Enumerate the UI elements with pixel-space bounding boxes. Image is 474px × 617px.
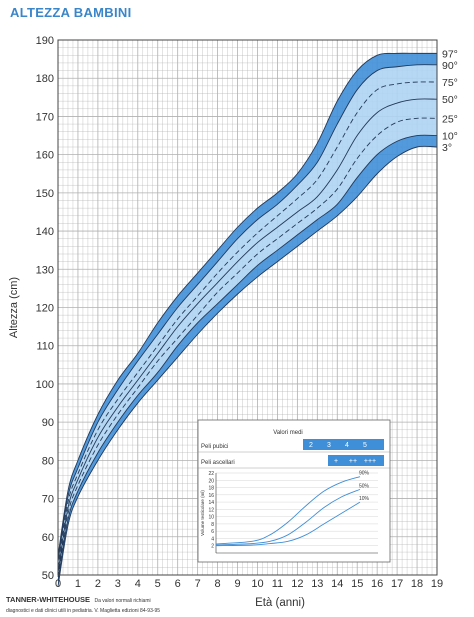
footer-note: Da valori normali richiami [94,598,151,604]
inset-row-value: + [334,458,338,465]
inset-row-value: 3 [327,442,331,449]
x-tick-label: 14 [331,578,343,590]
inset-series-line [215,501,361,547]
inset-chart: Valori medi Peli pubici 2 3 4 5 Peli ascellari… [197,419,391,563]
series-line-25° [57,117,438,577]
series-line-97° [57,52,437,556]
x-tick-label: 12 [291,578,303,590]
y-tick-label: 50 [42,570,54,582]
y-tick-label: 190 [36,35,54,47]
y-tick-label: 160 [36,150,54,162]
series-label: 50° [442,94,458,106]
series-label: 97° [442,48,458,60]
inset-series-line [215,488,361,546]
x-tick-label: 5 [155,578,161,590]
y-tick-label: 150 [36,188,54,200]
x-tick-label: 1 [75,578,81,590]
axes: 5060708090100110120130140150160170180190… [8,35,443,609]
y-tick-label: 140 [36,226,54,238]
series-label: 25° [442,113,458,125]
x-tick-label: 11 [272,578,283,590]
series-label: 90° [442,60,458,72]
x-tick-label: 6 [175,578,181,590]
inset-row-label: Peli pubici [201,444,228,450]
x-tick-label: 4 [135,578,141,590]
chart-title: ALTEZZA BAMBINI [10,5,132,20]
y-tick-label: 120 [36,303,54,315]
inset-y-tick-label: 12 [208,507,214,513]
x-tick-label: 10 [251,578,263,590]
inset-row-value: 2 [309,442,313,449]
inset-y-tick-label: 20 [208,478,214,484]
x-tick-label: 19 [431,578,443,590]
y-tick-label: 60 [42,532,54,544]
inset-series-label: 50% [359,483,370,489]
inset-y-tick-label: 22 [208,471,214,477]
inset-y-tick-label: 16 [208,493,214,499]
series-line-90° [57,64,438,562]
inset-y-tick-label: 10 [208,515,214,521]
inset-y-tick-label: 18 [208,486,214,492]
x-tick-label: 17 [391,578,403,590]
x-tick-label: 13 [311,578,323,590]
series-label: 3° [442,142,452,154]
inset-row-value: +++ [364,458,376,465]
y-tick-label: 170 [36,111,54,123]
series-line-3° [57,145,438,587]
x-tick-label: 8 [215,578,221,590]
percentile-bands [58,53,437,587]
inset-series-label: 10% [359,496,370,502]
series-line-50° [57,98,438,574]
x-tick-label: 2 [95,578,101,590]
series-line-10° [57,134,438,581]
inset-row-value: 5 [363,442,367,449]
x-tick-label: 9 [234,578,240,590]
inset-row-bar [328,455,384,466]
inset-y-tick-label: 6 [211,529,214,535]
inset-row-label: Peli ascellari [201,460,235,466]
series-line-75° [57,81,438,568]
inset-row-value: ++ [349,458,357,465]
inset-series-label: 90% [359,471,370,477]
x-tick-label: 3 [115,578,121,590]
inset-row-value: 4 [345,442,349,449]
x-tick-label: 0 [55,578,61,590]
x-tick-label: 18 [411,578,423,590]
series-label: 10° [442,131,458,143]
footer-brand: TANNER-WHITEHOUSE [6,595,91,604]
percentile-labels: 97°90° 75° 50° 25° 10°3° [442,48,458,154]
x-tick-label: 16 [371,578,383,590]
x-tick-label: 15 [351,578,363,590]
band-10-90 [58,64,437,581]
inset-y-tick-label: 2 [211,544,214,550]
inset-row-bar [303,439,384,450]
inset-y-tick-label: 14 [208,500,214,506]
footer: TANNER-WHITEHOUSE Da valori normali rich… [6,589,246,614]
y-tick-label: 70 [42,494,54,506]
x-tick-label: 7 [195,578,201,590]
y-tick-label: 80 [42,455,54,467]
inset-y-tick-label: 8 [211,522,214,528]
x-axis-label: Età (anni) [255,597,305,609]
footer-line2: diagnostici e dati clinici utili in pedi… [6,608,161,614]
inset-y-axis-label: Volume testicolare (ml) [200,490,205,536]
y-tick-label: 100 [36,379,54,391]
y-tick-label: 180 [36,73,54,85]
y-tick-label: 130 [36,264,54,276]
y-tick-label: 90 [42,417,54,429]
percentile-lines [57,52,438,587]
y-tick-label: 110 [36,341,54,353]
inset-title: Valori medi [273,430,303,436]
y-axis-label: Altezza (cm) [8,277,20,338]
inset-series-line [215,476,361,545]
series-label: 75° [442,77,458,89]
inset-y-tick-label: 4 [211,536,214,542]
plot-frame [57,39,438,576]
